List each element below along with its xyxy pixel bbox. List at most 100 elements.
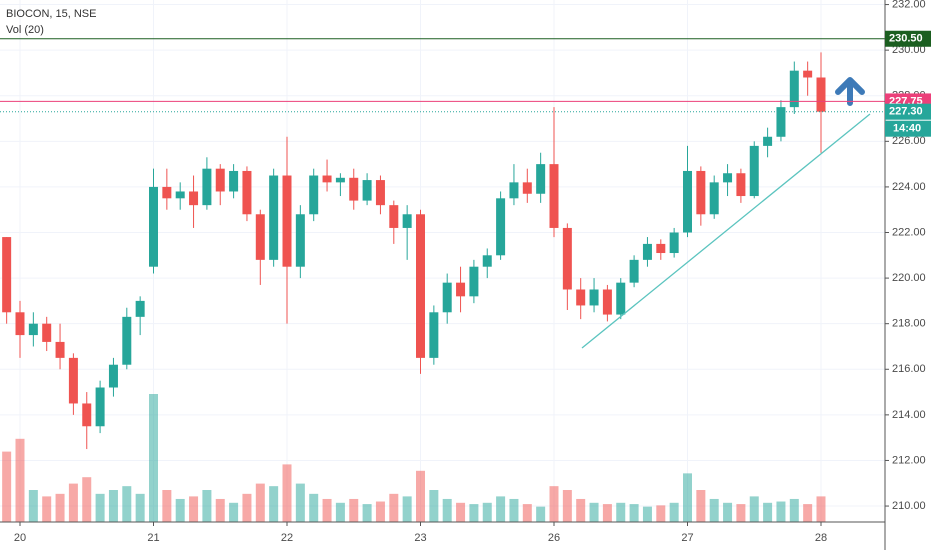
arrow-up-icon xyxy=(835,77,865,106)
volume-bar xyxy=(82,477,92,522)
volume-bar xyxy=(749,496,759,522)
y-tick-label: 212.00 xyxy=(892,454,926,466)
candle-body xyxy=(456,282,466,297)
candle-body xyxy=(803,70,813,78)
candle-body xyxy=(202,168,212,206)
volume-bar xyxy=(215,498,225,522)
candle-body xyxy=(122,316,132,365)
candle-body xyxy=(389,205,399,228)
candle-body xyxy=(42,323,52,342)
volume-bar xyxy=(562,490,572,522)
candle-body xyxy=(429,312,439,358)
candle-body xyxy=(322,175,332,183)
candle-body xyxy=(616,282,626,315)
volume-bar xyxy=(509,498,519,522)
volume-bar xyxy=(723,502,733,522)
volume-bar xyxy=(255,483,265,522)
candle-body xyxy=(402,214,412,228)
volume-bar xyxy=(282,464,292,522)
volume-layer xyxy=(2,394,826,522)
volume-bar xyxy=(242,493,252,522)
candle-body xyxy=(589,289,599,306)
volume-bar xyxy=(389,493,399,522)
volume-bar xyxy=(55,493,65,522)
candle-body xyxy=(442,282,452,313)
candle-body xyxy=(416,214,425,358)
candle-body xyxy=(482,255,492,267)
candle-body xyxy=(576,289,586,306)
candle-body xyxy=(469,266,479,297)
volume-bar xyxy=(656,505,666,522)
candle-body xyxy=(362,180,372,201)
candle-body xyxy=(28,323,38,336)
volume-bar xyxy=(416,470,425,522)
candle-body xyxy=(709,182,719,215)
x-tick-label: 22 xyxy=(281,532,293,544)
volume-bar xyxy=(776,501,786,522)
candle-body xyxy=(683,170,692,233)
volume-bar xyxy=(642,506,652,522)
candle-body xyxy=(108,364,118,388)
x-tick-label: 23 xyxy=(414,532,426,544)
volume-bar xyxy=(42,496,52,522)
volume-bar xyxy=(736,504,746,522)
candle-body xyxy=(335,177,345,183)
candle-body xyxy=(509,182,519,199)
candle-body xyxy=(255,214,265,260)
volume-bar xyxy=(68,483,78,522)
volume-bar xyxy=(189,496,199,522)
candle-body xyxy=(789,70,799,108)
candle-body xyxy=(215,168,225,192)
price-badge-label: 230.50 xyxy=(889,33,923,45)
volume-bar xyxy=(442,498,452,522)
volume-bar xyxy=(335,502,345,522)
candle-body xyxy=(309,175,319,215)
candle-body xyxy=(696,170,706,215)
x-tick-label: 21 xyxy=(147,532,159,544)
candle-body xyxy=(68,357,78,404)
candle-body xyxy=(375,180,385,206)
volume-bar xyxy=(683,473,692,522)
candle-body xyxy=(269,175,279,260)
candle-body xyxy=(242,170,252,215)
volume-bar xyxy=(15,438,25,522)
volume-bar xyxy=(202,490,212,522)
candle-body xyxy=(629,259,639,283)
volume-bar xyxy=(816,496,826,522)
volume-bar xyxy=(375,501,385,522)
candle-body xyxy=(602,289,612,315)
volume-bar xyxy=(429,490,439,522)
volume-label: Vol (20) xyxy=(6,24,44,36)
candle-body xyxy=(55,341,65,358)
volume-bar xyxy=(229,502,239,522)
candle-body xyxy=(15,312,25,336)
volume-bar xyxy=(629,504,639,522)
volume-bar xyxy=(602,504,612,522)
volume-bar xyxy=(402,496,412,522)
volume-bar xyxy=(362,504,372,522)
candle-body xyxy=(2,237,12,313)
candle-body xyxy=(522,182,532,194)
volume-bar xyxy=(149,394,158,522)
y-tick-label: 218.00 xyxy=(892,318,926,330)
volume-bar xyxy=(269,486,279,522)
candle-body xyxy=(229,170,239,192)
chart-title: BIOCON, 15, NSE xyxy=(6,8,96,20)
candle-body xyxy=(149,186,158,267)
candle-body xyxy=(162,186,172,199)
volume-bar xyxy=(763,502,773,522)
volume-bar xyxy=(349,498,359,522)
volume-bar xyxy=(482,502,492,522)
y-tick-label: 230.00 xyxy=(892,44,926,56)
candle-body xyxy=(135,300,145,317)
x-tick-label: 27 xyxy=(681,532,693,544)
volume-bar xyxy=(175,498,185,522)
candle-body xyxy=(562,227,572,290)
candle-body xyxy=(656,243,666,254)
volume-bar xyxy=(456,502,466,522)
volume-bar xyxy=(108,490,118,522)
volume-bar xyxy=(122,486,132,522)
candle-body xyxy=(82,403,92,427)
y-tick-label: 220.00 xyxy=(892,272,926,284)
